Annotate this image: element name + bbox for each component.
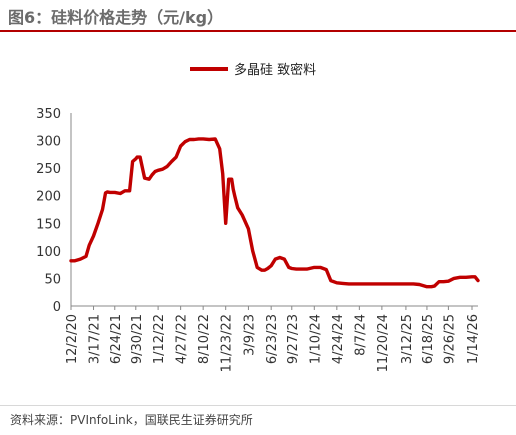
x-axis-ticks: 12/2/20 3/17/21 6/24/21 9/30/21 1/12/22 4/27/…: [65, 306, 481, 372]
x-tick-label: 11/23/22: [220, 314, 235, 372]
x-tick-label: 4/24/24: [331, 314, 346, 364]
title-divider: [0, 30, 516, 32]
y-tick-label: 100: [36, 245, 61, 260]
x-tick-label: 8/7/24: [353, 314, 368, 356]
y-tick-label: 300: [36, 135, 61, 150]
x-tick-label: 9/27/23: [286, 314, 301, 364]
x-tick-label: 9/30/21: [130, 314, 145, 364]
y-axis-ticks: 0 50 100 150 200 250 300 350: [36, 107, 61, 315]
x-tick-label: 4/27/22: [175, 314, 190, 364]
series-line-polysilicon-dense: [69, 137, 480, 289]
y-tick-label: 150: [36, 217, 61, 232]
y-tick-label: 0: [53, 300, 61, 315]
x-tick-label: 3/12/25: [400, 314, 415, 364]
chart-legend: 多晶硅 致密料: [190, 62, 316, 78]
x-tick-label: 8/10/22: [197, 314, 212, 364]
x-tick-label: 6/24/21: [109, 314, 124, 364]
source-note: 资料来源：PVInfoLink，国联民生证券研究所: [10, 413, 253, 427]
x-tick-label: 1/10/24: [308, 314, 323, 364]
y-tick-label: 200: [36, 190, 61, 205]
y-tick-label: 250: [36, 162, 61, 177]
x-tick-label: 1/14/26: [466, 314, 481, 364]
x-tick-label: 3/17/21: [88, 314, 103, 364]
legend-label: 多晶硅 致密料: [234, 62, 316, 78]
y-tick-label: 50: [44, 272, 61, 287]
x-tick-label: 6/18/25: [421, 314, 436, 364]
x-tick-label: 11/20/24: [376, 314, 391, 372]
figure-title: 图6：硅料价格走势（元/kg）: [8, 8, 224, 27]
x-tick-label: 6/23/23: [265, 314, 280, 364]
footer-divider: [0, 405, 516, 406]
x-tick-label: 12/2/20: [65, 314, 80, 364]
y-tick-label: 350: [36, 107, 61, 122]
x-tick-label: 1/12/22: [152, 314, 167, 364]
x-tick-label: 9/26/25: [442, 314, 457, 364]
price-line-chart: 多晶硅 致密料 0 50 100 150 200 250 300 350 12/2/20 3/1…: [36, 62, 481, 372]
x-tick-label: 3/9/23: [242, 314, 257, 356]
